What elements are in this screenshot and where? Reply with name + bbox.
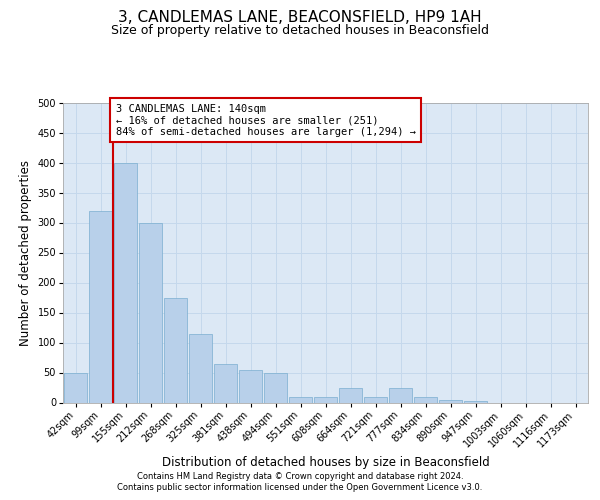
Bar bbox=[214, 364, 238, 403]
Bar bbox=[64, 372, 88, 402]
Bar bbox=[89, 210, 112, 402]
Bar bbox=[464, 400, 487, 402]
Bar bbox=[289, 396, 313, 402]
Text: Contains HM Land Registry data © Crown copyright and database right 2024.: Contains HM Land Registry data © Crown c… bbox=[137, 472, 463, 481]
Bar bbox=[389, 388, 412, 402]
Text: 3 CANDLEMAS LANE: 140sqm
← 16% of detached houses are smaller (251)
84% of semi-: 3 CANDLEMAS LANE: 140sqm ← 16% of detach… bbox=[115, 104, 415, 137]
Bar bbox=[413, 396, 437, 402]
Bar bbox=[164, 298, 187, 403]
Bar bbox=[239, 370, 262, 402]
Bar bbox=[188, 334, 212, 402]
Text: Contains public sector information licensed under the Open Government Licence v3: Contains public sector information licen… bbox=[118, 484, 482, 492]
Bar bbox=[314, 396, 337, 402]
Bar bbox=[113, 162, 137, 402]
X-axis label: Distribution of detached houses by size in Beaconsfield: Distribution of detached houses by size … bbox=[161, 456, 490, 468]
Bar bbox=[338, 388, 362, 402]
Y-axis label: Number of detached properties: Number of detached properties bbox=[19, 160, 32, 346]
Text: 3, CANDLEMAS LANE, BEACONSFIELD, HP9 1AH: 3, CANDLEMAS LANE, BEACONSFIELD, HP9 1AH bbox=[118, 10, 482, 25]
Text: Size of property relative to detached houses in Beaconsfield: Size of property relative to detached ho… bbox=[111, 24, 489, 37]
Bar bbox=[364, 396, 388, 402]
Bar bbox=[439, 400, 463, 402]
Bar bbox=[139, 222, 163, 402]
Bar bbox=[263, 372, 287, 402]
